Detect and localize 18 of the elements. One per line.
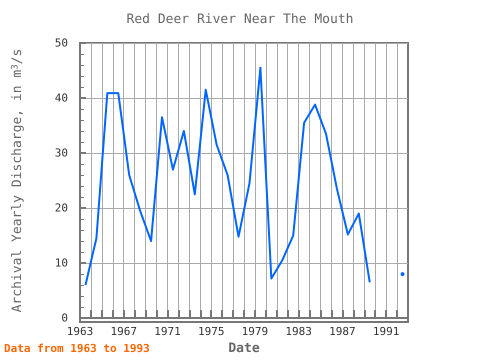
x-tick-label: 1975 xyxy=(198,325,224,338)
y-tick-label: 10 xyxy=(54,256,68,270)
x-axis-title: Date xyxy=(228,341,260,356)
y-tick-label: 0 xyxy=(61,312,68,325)
chart-title: Red Deer River Near The Mouth xyxy=(126,12,354,27)
y-tick-label: 20 xyxy=(54,202,68,215)
x-tick-label: 1979 xyxy=(242,325,268,338)
x-tick-label: 1971 xyxy=(154,325,181,338)
y-tick-label: 50 xyxy=(54,36,68,50)
y-tick-label: 30 xyxy=(54,146,68,160)
x-tick-label: 1991 xyxy=(372,325,400,338)
text: Data from 1963 to 1993 xyxy=(4,342,150,355)
x-tick-label: 1983 xyxy=(285,325,312,338)
x-tick-label: 1967 xyxy=(110,325,137,338)
y-axis-title: Archival Yearly Discharge, in m3/s xyxy=(10,48,25,312)
x-tick-label: 1987 xyxy=(329,325,356,338)
x-tick-label: 1963 xyxy=(66,325,94,338)
y-tick-label: 40 xyxy=(54,92,68,105)
